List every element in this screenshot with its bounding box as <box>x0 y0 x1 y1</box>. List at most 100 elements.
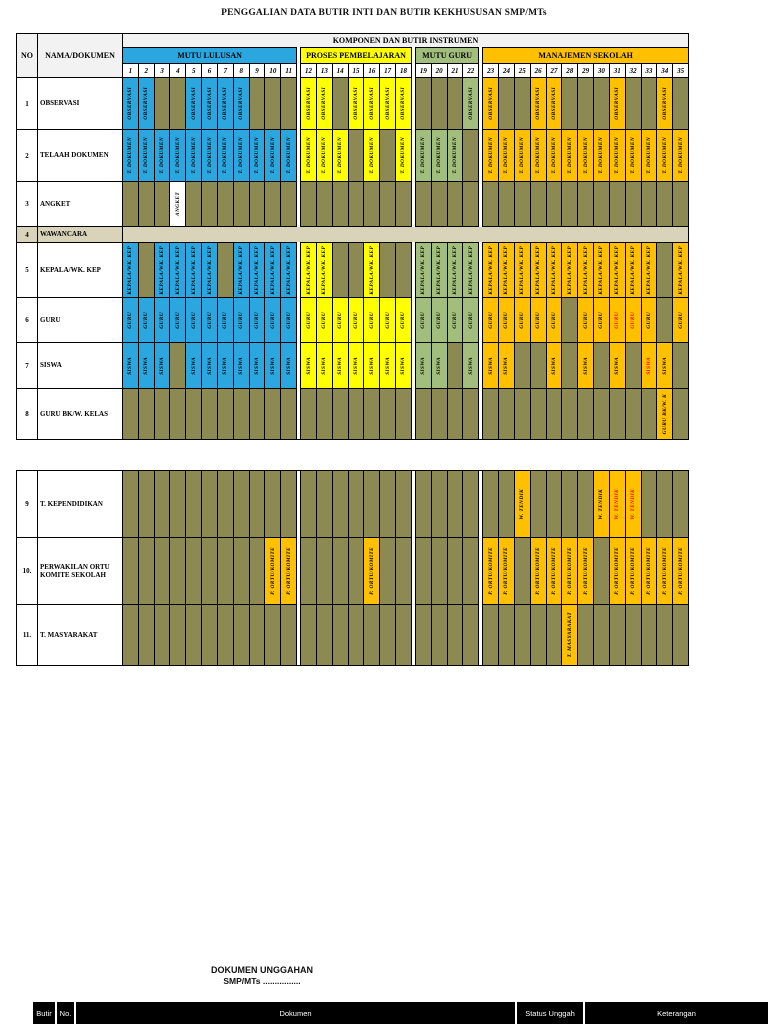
matrix-cell: OBSERVASI <box>657 78 673 129</box>
matrix-cell: SISWA <box>364 343 380 388</box>
matrix-cell <box>396 243 411 297</box>
matrix-cell <box>249 605 265 665</box>
matrix-cell <box>483 389 499 439</box>
matrix-cell <box>562 471 578 537</box>
matrix-cell <box>170 605 186 665</box>
col-number: 24 <box>499 64 514 77</box>
matrix-cell: P. ORTU/KOMITE <box>265 538 281 604</box>
matrix-cell-label: GURU <box>451 311 458 329</box>
matrix-cell <box>578 182 594 226</box>
matrix-cell <box>332 182 348 226</box>
matrix-cell-label: P. ORTU/KOMITE <box>566 547 573 595</box>
matrix-cell: KEPALA/WK. KEP <box>673 243 688 297</box>
matrix-cell-label: KEPALA/WK. KEP <box>614 245 621 295</box>
col-number: 15 <box>348 64 364 77</box>
matrix-cell: P. ORTU/KOMITE <box>657 538 673 604</box>
matrix-cell: SISWA <box>217 343 233 388</box>
matrix-cell: T. DOKUMEN <box>202 130 217 181</box>
matrix-cell-label: OBSERVASI <box>368 87 375 120</box>
matrix-cell-label: KEPALA/WK. KEP <box>254 245 261 295</box>
matrix-cell <box>499 78 514 129</box>
matrix-cell-label: GURU <box>368 311 375 329</box>
matrix-cell-label: P. ORTU/KOMITE <box>614 547 621 595</box>
matrix-cell-label: T. DOKUMEN <box>598 137 605 174</box>
matrix-cell-label: KEPALA/WK. KEP <box>305 245 312 295</box>
matrix-cell: GURU <box>332 298 348 342</box>
col-number: 21 <box>447 64 463 77</box>
matrix-cell-label: T. DOKUMEN <box>285 137 292 174</box>
matrix-cell <box>562 182 578 226</box>
matrix-cell-label: KEPALA/WK. KEP <box>535 245 542 295</box>
matrix-cell <box>265 389 281 439</box>
matrix-cell: KEPALA/WK. KEP <box>594 243 609 297</box>
matrix-cell: T. DOKUMEN <box>514 130 530 181</box>
matrix-cell <box>380 471 396 537</box>
matrix-cell <box>332 471 348 537</box>
matrix-cell: T. DOKUMEN <box>138 130 154 181</box>
matrix-cell: GURU <box>431 298 447 342</box>
matrix-cell-label: GURU <box>238 311 245 329</box>
matrix-cell: T. DOKUMEN <box>483 130 499 181</box>
matrix-cell <box>415 182 431 226</box>
matrix-cell-label: SISWA <box>143 356 150 375</box>
matrix-cell: T. DOKUMEN <box>396 130 411 181</box>
upload-section-subtitle: SMP/MTs ................ <box>223 976 301 986</box>
matrix-cell-label: T. DOKUMEN <box>550 137 557 174</box>
matrix-cell: P. ORTU/KOMITE <box>562 538 578 604</box>
matrix-cell-label: T. DOKUMEN <box>321 137 328 174</box>
matrix-cell <box>415 538 431 604</box>
matrix-cell <box>380 243 396 297</box>
matrix-cell: KEPALA/WK. KEP <box>514 243 530 297</box>
column-header-keterangan: Keterangan <box>585 1002 768 1024</box>
row-no: 9 <box>17 471 37 537</box>
matrix-cell-label: T. DOKUMEN <box>566 137 573 174</box>
matrix-cell-label: ANGKET <box>174 191 181 217</box>
matrix-cell-label: GURU <box>337 311 344 329</box>
matrix-cell <box>265 471 281 537</box>
matrix-cell-label: SISWA <box>436 356 443 375</box>
matrix-cell-label: GURU <box>222 311 229 329</box>
matrix-cell: GURU <box>123 298 138 342</box>
matrix-cell: GURU <box>364 298 380 342</box>
matrix-cell: P. ORTU/KOMITE <box>578 538 594 604</box>
matrix-cell-label: GURU <box>436 311 443 329</box>
matrix-cell <box>332 538 348 604</box>
matrix-cell <box>301 538 316 604</box>
matrix-cell-label: GURU <box>630 311 637 329</box>
matrix-cell-label: GURU <box>269 311 276 329</box>
matrix-cell <box>463 538 479 604</box>
matrix-cell <box>170 389 186 439</box>
matrix-cell-label: SISWA <box>420 356 427 375</box>
matrix-cell <box>332 605 348 665</box>
matrix-cell <box>364 182 380 226</box>
matrix-cell <box>499 471 514 537</box>
matrix-cell <box>217 182 233 226</box>
row-label: WAWANCARA <box>38 227 122 242</box>
matrix-cell: T. MASYARAKAT <box>562 605 578 665</box>
matrix-cell: SISWA <box>202 343 217 388</box>
matrix-cell <box>301 182 316 226</box>
matrix-cell-label: KEPALA/WK. KEP <box>285 245 292 295</box>
matrix-cell <box>673 605 688 665</box>
matrix-cell <box>415 471 431 537</box>
matrix-cell: SISWA <box>138 343 154 388</box>
col-number: 8 <box>233 64 249 77</box>
matrix-cell: T. DOKUMEN <box>673 130 688 181</box>
matrix-cell: GURU <box>673 298 688 342</box>
matrix-cell: KEPALA/WK. KEP <box>483 243 499 297</box>
matrix-cell-label: P. ORTU/KOMITE <box>285 547 292 595</box>
matrix-cell-label: SISWA <box>550 356 557 375</box>
matrix-cell <box>657 471 673 537</box>
matrix-cell-label: T. MASYARAKAT <box>566 612 573 658</box>
matrix-cell: T. DOKUMEN <box>364 130 380 181</box>
matrix-cell: GURU <box>316 298 332 342</box>
matrix-cell-label: KEPALA/WK. KEP <box>420 245 427 295</box>
matrix-cell: OBSERVASI <box>546 78 562 129</box>
matrix-cell-label: OBSERVASI <box>321 87 328 120</box>
section-gap <box>297 471 301 665</box>
matrix-cell <box>348 389 364 439</box>
matrix-cell <box>380 389 396 439</box>
matrix-cell: KEPALA/WK. KEP <box>170 243 186 297</box>
matrix-cell-label: T. DOKUMEN <box>368 137 375 174</box>
column-header-status-unggah: Status Unggah <box>517 1002 583 1024</box>
